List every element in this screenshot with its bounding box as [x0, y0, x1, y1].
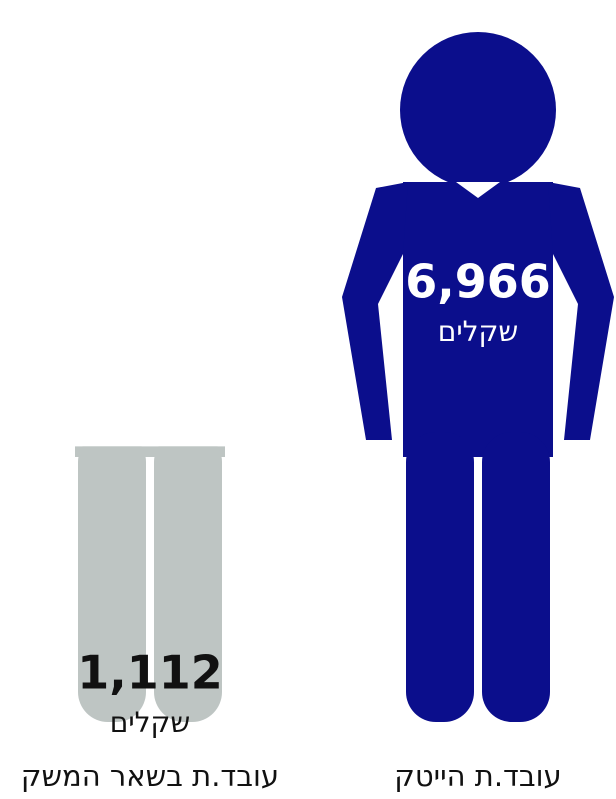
category-label: עובד.ת בשאר המשק: [21, 759, 279, 793]
unit-label: שקלים: [110, 706, 190, 739]
category-label: עובד.ת הייטק: [394, 759, 561, 793]
figure: [75, 446, 225, 722]
value-label: 1,112: [77, 646, 223, 700]
unit-label: שקלים: [438, 315, 518, 348]
value-label: 6,966: [405, 255, 551, 309]
figure: [342, 32, 614, 722]
